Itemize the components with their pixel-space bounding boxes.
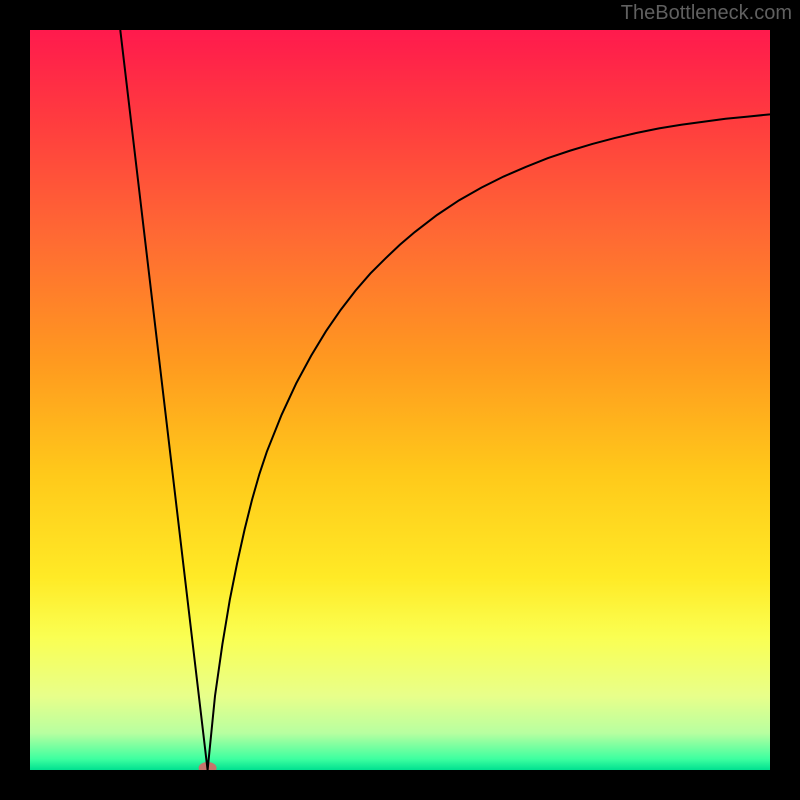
chart-container: TheBottleneck.com [0,0,800,800]
bottleneck-chart [0,0,800,800]
plot-background [30,30,770,770]
attribution-text: TheBottleneck.com [621,2,792,25]
